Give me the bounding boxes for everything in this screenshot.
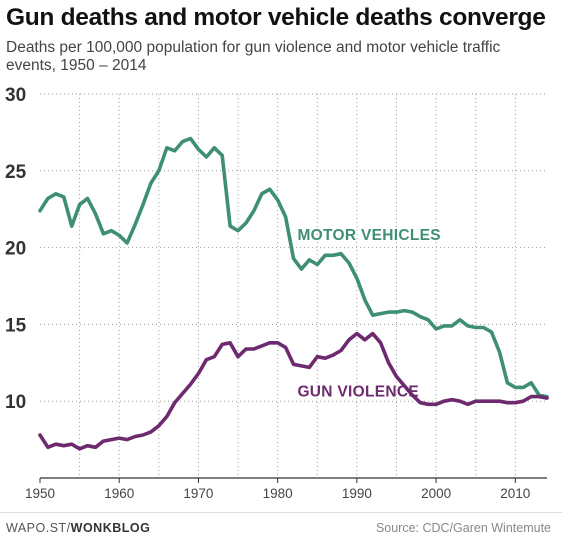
y-tick-label: 10: [5, 392, 26, 413]
footer-divider: [0, 512, 562, 513]
footer-credit: Source: CDC/Garen Wintemute: [375, 521, 551, 535]
x-tick-label: 1980: [263, 486, 293, 501]
footer-source-brand: WONKBLOG: [70, 521, 151, 535]
x-tick-label: 2010: [500, 486, 530, 501]
series-labels: MOTOR VEHICLES GUN VIOLENCE: [297, 227, 440, 401]
gun-violence-line: [38, 331, 549, 451]
chart-title: Gun deaths and motor vehicle deaths conv…: [6, 4, 546, 31]
x-tick-label: 1960: [104, 486, 134, 501]
x-tick-label: 2000: [421, 486, 451, 501]
footer-source: WAPO.ST/WONKBLOG: [6, 521, 150, 535]
x-tick-label: 1970: [183, 486, 213, 501]
x-tick-label: 1990: [342, 486, 372, 501]
y-tick-label: 15: [5, 315, 27, 336]
y-tick-label: 30: [5, 85, 26, 106]
x-tick-label: 1950: [25, 486, 55, 501]
series: [38, 136, 549, 451]
gun-violence-label: GUN VIOLENCE: [297, 384, 419, 401]
footer-source-prefix: WAPO.ST/: [6, 521, 71, 535]
chart-subtitle: Deaths per 100,000 population for gun vi…: [6, 39, 501, 74]
motor-vehicles-label: MOTOR VEHICLES: [297, 227, 440, 244]
y-tick-label: 25: [5, 162, 27, 183]
grid: [40, 93, 547, 478]
axes: 10 15 20 25 30 1950 1960 1970 1980 1990 2000 2010: [5, 85, 547, 501]
motor-vehicles-line: [38, 136, 549, 399]
y-tick-label: 20: [5, 239, 26, 260]
